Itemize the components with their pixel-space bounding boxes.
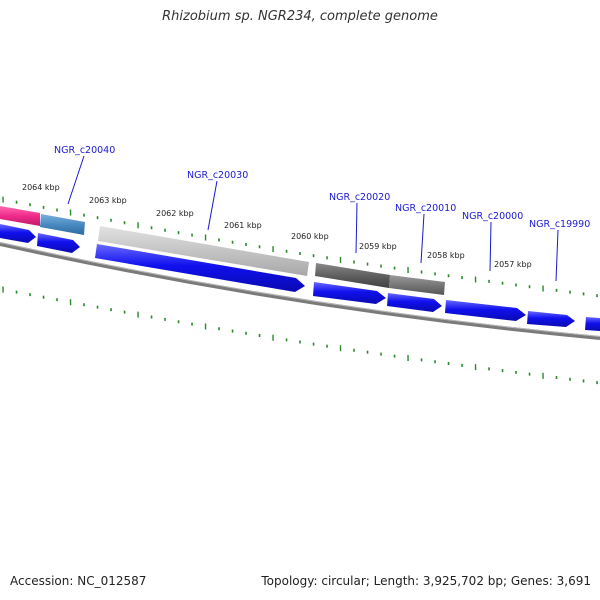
map-title: Rhizobium sp. NGR234, complete genome <box>162 9 438 24</box>
scale-label-2059: 2059 kbp <box>359 242 397 251</box>
scale-label-2061: 2061 kbp <box>224 221 262 230</box>
outer-tick-ring <box>2 196 598 298</box>
gene-arrow[interactable] <box>387 293 442 312</box>
scale-label-2060: 2060 kbp <box>291 232 329 241</box>
accession-text: Accession: NC_012587 <box>10 574 147 588</box>
scale-label-2057: 2057 kbp <box>494 260 532 269</box>
gene-label-ngr-c19990[interactable]: NGR_c19990 <box>529 219 590 230</box>
gene-arrow[interactable] <box>37 233 80 253</box>
gene-label-ngr-c20040[interactable]: NGR_c20040 <box>54 145 115 156</box>
gene-arrow[interactable] <box>95 244 305 292</box>
feature-light-gray <box>98 226 309 276</box>
scale-label-2062: 2062 kbp <box>156 209 194 218</box>
scale-label-2058: 2058 kbp <box>427 251 465 260</box>
gene-arrow[interactable] <box>445 300 526 321</box>
scale-label-2063: 2063 kbp <box>89 196 127 205</box>
gene-label-lines <box>67 155 559 282</box>
feature-dark-gray <box>315 263 390 288</box>
genome-backbone <box>0 242 600 340</box>
gene-label-ngr-c20010[interactable]: NGR_c20010 <box>395 203 456 214</box>
scale-label-2064: 2064 kbp <box>22 183 60 192</box>
inner-tick-ring <box>2 286 598 385</box>
topology-text: Topology: circular; Length: 3,925,702 bp… <box>261 574 591 588</box>
feature-steel <box>40 214 85 235</box>
gene-arrow[interactable] <box>313 282 386 304</box>
feature-mid-gray <box>389 275 445 295</box>
gene-label-ngr-c20020[interactable]: NGR_c20020 <box>329 192 390 203</box>
genome-backbone-highlight <box>0 242 600 337</box>
gene-arrow[interactable] <box>527 311 575 327</box>
gene-arrow[interactable] <box>0 224 36 243</box>
gene-arrow[interactable] <box>585 317 600 331</box>
gene-label-ngr-c20000[interactable]: NGR_c20000 <box>462 211 523 222</box>
gene-label-ngr-c20030[interactable]: NGR_c20030 <box>187 170 248 181</box>
feature-pink <box>0 206 40 226</box>
